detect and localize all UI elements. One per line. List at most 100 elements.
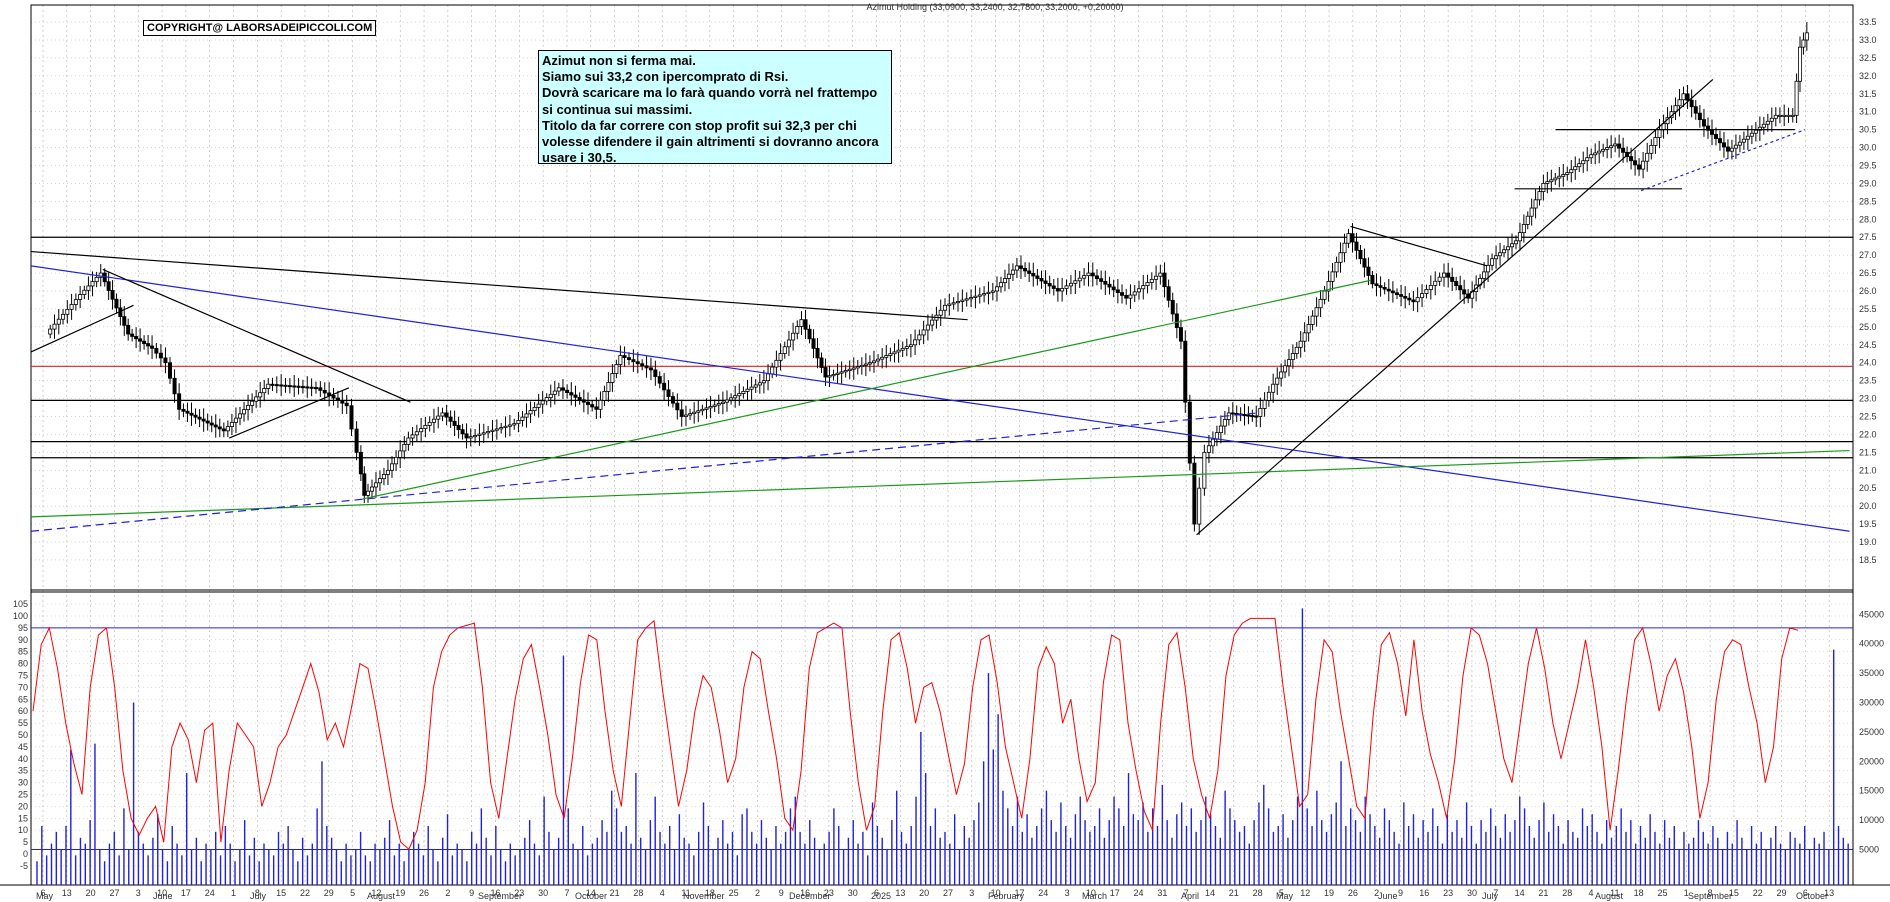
x-month-label: 2025 <box>871 891 891 901</box>
candle-body <box>956 301 961 304</box>
candle-body <box>1786 114 1791 117</box>
x-day-tick: 22 <box>300 888 310 898</box>
candle-body <box>653 369 658 377</box>
candle-body <box>1002 278 1007 284</box>
x-day-tick: 28 <box>1562 888 1572 898</box>
candle-body <box>209 422 214 426</box>
candle-body <box>1601 148 1606 152</box>
x-day-tick: 9 <box>779 888 784 898</box>
candle-body <box>900 347 905 351</box>
x-day-tick: 30 <box>1467 888 1477 898</box>
annotation-line: Titolo da far correre con stop profit su… <box>542 117 857 133</box>
candle-body <box>977 294 982 297</box>
candle-body <box>410 434 415 439</box>
x-day-tick: 31 <box>1157 888 1167 898</box>
x-day-tick: 21 <box>1538 888 1548 898</box>
candle-body <box>843 370 848 373</box>
price-y-tick: 24.5 <box>1859 340 1877 350</box>
candle-body <box>602 390 607 401</box>
candle-body <box>1609 145 1614 148</box>
candle-body <box>1749 132 1754 137</box>
candle-body <box>1266 391 1271 401</box>
candle-body <box>1709 129 1714 135</box>
x-day-tick: 1 <box>231 888 236 898</box>
x-day-tick: 23 <box>824 888 834 898</box>
x-day-tick: 17 <box>181 888 191 898</box>
candle-body <box>565 389 570 393</box>
candle-body <box>1529 207 1534 217</box>
candle-body <box>250 400 255 406</box>
price-y-tick: 31.5 <box>1859 89 1877 99</box>
rsi-y-tick: 10 <box>18 825 28 835</box>
x-day-tick: 7 <box>1493 888 1498 898</box>
price-y-tick: 23.5 <box>1859 376 1877 386</box>
candle-body <box>1082 275 1087 279</box>
x-day-tick: 10 <box>991 888 1001 898</box>
candle-body <box>130 333 135 337</box>
rsi-y-tick: 65 <box>18 694 28 704</box>
candle-body <box>1765 120 1770 125</box>
price-y-tick: 24.0 <box>1859 358 1877 368</box>
candle-body <box>1275 377 1280 385</box>
x-day-tick: 7 <box>564 888 569 898</box>
x-day-tick: 16 <box>800 888 810 898</box>
candle-body <box>1681 93 1686 101</box>
rsi-panel <box>31 617 1853 851</box>
candle-body <box>242 409 247 415</box>
candle-body <box>892 351 897 355</box>
candle-body <box>287 385 292 388</box>
candle-body <box>1154 275 1159 280</box>
candle-body <box>90 281 95 287</box>
trendline <box>30 412 1259 532</box>
candle-body <box>1581 160 1586 165</box>
rsi-y-tick: 15 <box>18 813 28 823</box>
candle-body <box>436 415 441 420</box>
candle-body <box>142 340 147 344</box>
x-day-tick: 5 <box>1279 888 1284 898</box>
candle-body <box>904 346 909 349</box>
rsi-y-tick: 90 <box>18 635 28 645</box>
x-day-tick: 10 <box>1086 888 1096 898</box>
candle-body <box>749 386 754 390</box>
price-y-tick: 31.0 <box>1859 107 1877 117</box>
x-day-tick: 20 <box>919 888 929 898</box>
candle-body <box>986 291 991 295</box>
candle-body <box>344 402 349 407</box>
x-month-label: March <box>1082 891 1107 901</box>
candle-body <box>666 389 671 397</box>
candle-body <box>237 413 242 419</box>
x-day-tick: 15 <box>1729 888 1739 898</box>
candle-body <box>724 399 729 403</box>
candle-body <box>163 357 168 364</box>
candle-body <box>867 362 872 365</box>
candle-body <box>181 408 186 412</box>
rsi-y-tick: 80 <box>18 659 28 669</box>
x-day-tick: 27 <box>109 888 119 898</box>
candle-body <box>1782 114 1787 117</box>
candle-body <box>1637 164 1642 170</box>
x-day-tick: 9 <box>1398 888 1403 898</box>
price-y-tick: 19.0 <box>1859 537 1877 547</box>
candle-body <box>110 290 115 300</box>
candle-body <box>1322 290 1327 300</box>
candle-body <box>1798 46 1803 82</box>
candle-body <box>1510 243 1515 248</box>
candle-body <box>994 286 999 292</box>
price-panel <box>31 22 1853 535</box>
candle-body <box>871 360 876 364</box>
candle-body <box>138 338 143 342</box>
candle-body <box>520 416 525 421</box>
candle-body <box>1370 275 1375 285</box>
candle-body <box>1254 415 1259 418</box>
x-day-tick: 13 <box>1824 888 1834 898</box>
candle-body <box>1290 353 1295 361</box>
candle-body <box>1561 174 1566 177</box>
candle-body <box>52 323 57 330</box>
x-day-tick: 9 <box>469 888 474 898</box>
candle-body <box>1178 327 1183 342</box>
candle-body <box>1086 272 1091 277</box>
candle-body <box>1454 281 1459 287</box>
candle-body <box>1023 268 1028 272</box>
candle-body <box>1502 249 1507 254</box>
x-month-label: October <box>1796 891 1828 901</box>
